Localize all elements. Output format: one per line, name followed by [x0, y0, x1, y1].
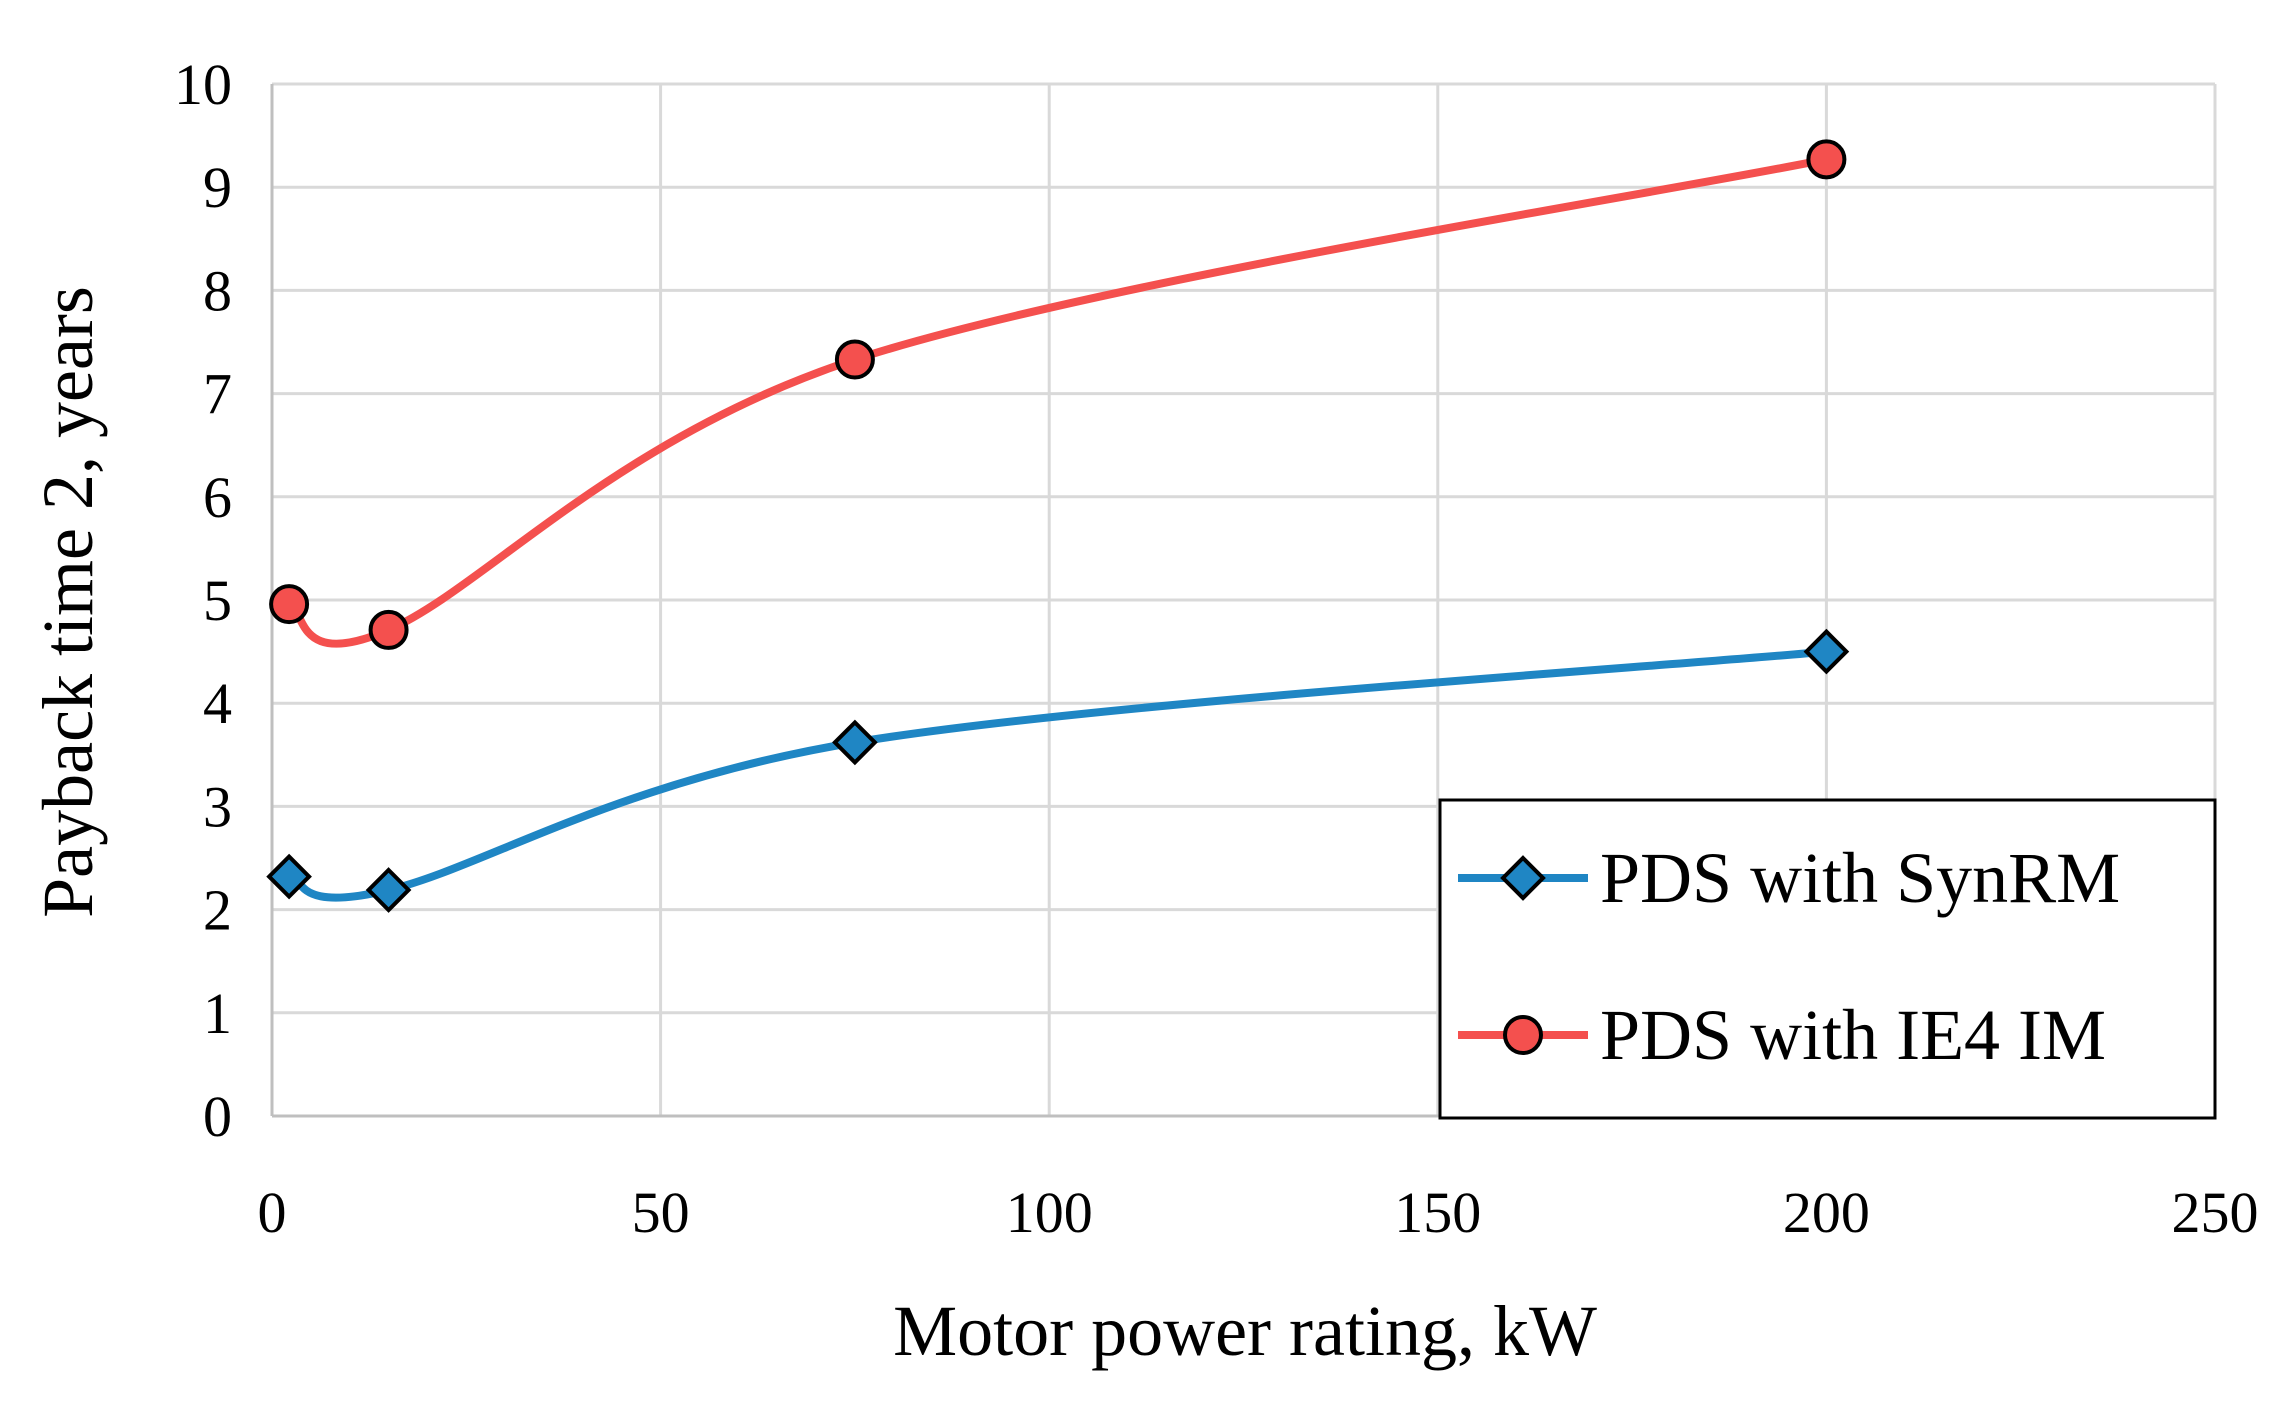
- y-tick-label: 8: [203, 258, 232, 323]
- x-axis-title: Motor power rating, kW: [893, 1291, 1597, 1371]
- legend-marker-diamond-icon: [1500, 855, 1546, 901]
- legend-item-synrm: PDS with SynRM: [1458, 838, 2120, 918]
- legend-label-synrm: PDS with SynRM: [1600, 838, 2120, 918]
- data-point-circle: [1806, 139, 1847, 180]
- y-tick-label: 7: [203, 362, 232, 427]
- series-layer: [266, 139, 1850, 913]
- x-tick-label: 0: [258, 1180, 287, 1245]
- legend-item-ie4: PDS with IE4 IM: [1458, 995, 2106, 1075]
- data-point-circle: [834, 339, 875, 380]
- legend: PDS with SynRM PDS with IE4 IM: [1438, 798, 2217, 1120]
- series-line-1: [287, 647, 1827, 902]
- y-tick-label: 1: [203, 981, 232, 1046]
- x-tick-label: 150: [1394, 1180, 1481, 1245]
- x-tick-labels: 0 50 100 150 200 250: [258, 1180, 2259, 1245]
- data-point-circle: [269, 584, 310, 625]
- x-tick-label: 100: [1006, 1180, 1093, 1245]
- y-tick-label: 9: [203, 155, 232, 220]
- y-tick-label: 0: [203, 1084, 232, 1149]
- x-tick-label: 250: [2172, 1180, 2259, 1245]
- data-point-circle: [368, 609, 409, 650]
- y-tick-label: 2: [203, 878, 232, 943]
- y-tick-label: 10: [174, 52, 232, 117]
- data-point-diamond: [365, 867, 412, 913]
- x-tick-label: 50: [632, 1180, 690, 1245]
- y-tick-labels: 0 1 2 3 4 5 6 7 8 9 10: [174, 52, 232, 1149]
- data-point-diamond: [266, 853, 312, 900]
- y-tick-label: 4: [203, 671, 232, 736]
- y-tick-label: 3: [203, 774, 232, 839]
- data-point-diamond: [832, 719, 878, 766]
- y-axis-title: Payback time 2, years: [28, 286, 108, 918]
- series-line-2: [287, 155, 1828, 648]
- data-point-diamond: [1803, 628, 1850, 675]
- legend-box: [1438, 798, 2217, 1120]
- y-tick-label: 5: [203, 568, 232, 633]
- legend-marker-circle-icon: [1503, 1015, 1543, 1055]
- x-tick-label: 200: [1783, 1180, 1870, 1245]
- legend-label-ie4: PDS with IE4 IM: [1600, 995, 2106, 1075]
- y-tick-label: 6: [203, 465, 232, 530]
